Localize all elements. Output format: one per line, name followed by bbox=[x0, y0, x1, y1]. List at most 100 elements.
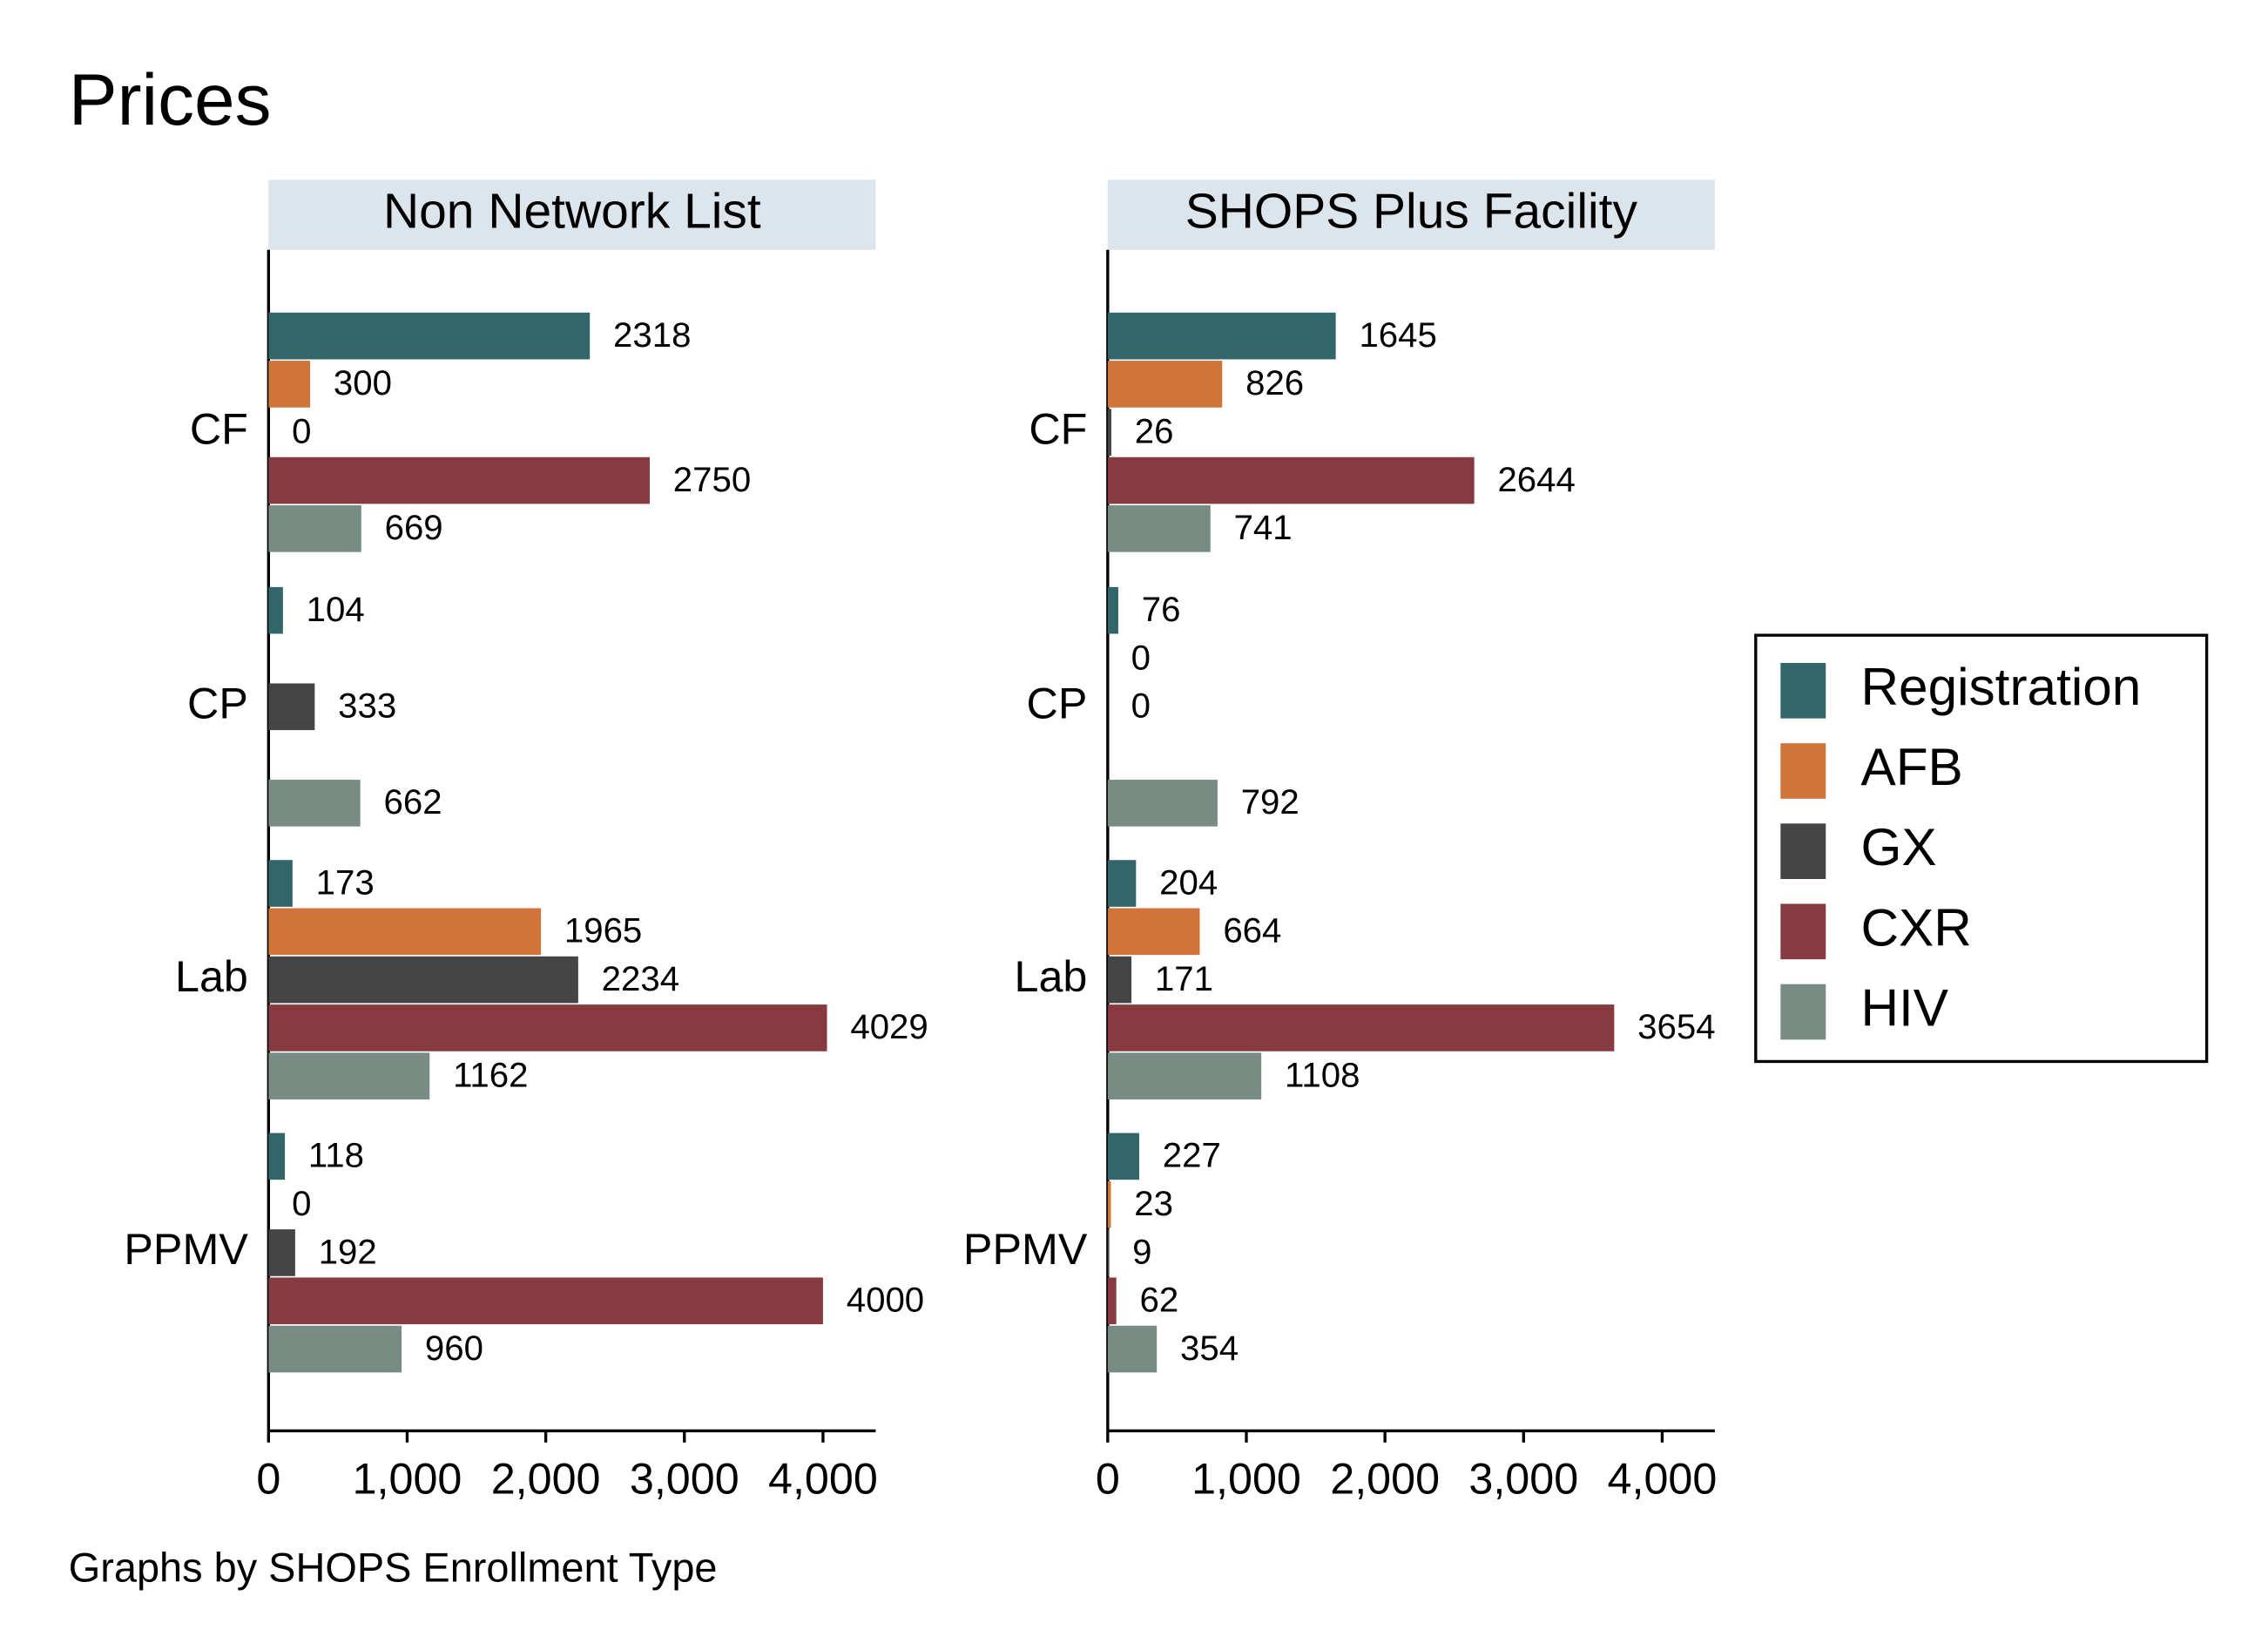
bar bbox=[268, 780, 361, 827]
y-tick-label: CP bbox=[1027, 679, 1088, 728]
value-label: 960 bbox=[425, 1329, 483, 1368]
bar bbox=[1107, 860, 1137, 907]
legend-swatch bbox=[1780, 663, 1826, 719]
value-label: 662 bbox=[383, 782, 442, 822]
bar bbox=[268, 860, 293, 907]
value-label: 4000 bbox=[847, 1281, 924, 1320]
legend-label: CXR bbox=[1860, 897, 1971, 957]
bar bbox=[1107, 908, 1200, 956]
y-tick-label: PPMV bbox=[963, 1224, 1088, 1274]
bar bbox=[268, 361, 311, 408]
value-label: 741 bbox=[1234, 508, 1293, 547]
y-tick-label: Lab bbox=[175, 951, 248, 1001]
legend-label: GX bbox=[1860, 817, 1936, 876]
panel-title: Non Network List bbox=[383, 184, 761, 240]
value-label: 792 bbox=[1241, 782, 1299, 822]
value-label: 4029 bbox=[850, 1007, 928, 1046]
value-label: 0 bbox=[1131, 686, 1151, 726]
value-label: 333 bbox=[338, 686, 396, 726]
value-label: 227 bbox=[1163, 1136, 1221, 1175]
value-label: 0 bbox=[1131, 638, 1151, 677]
x-tick-label: 2,000 bbox=[1330, 1453, 1440, 1503]
value-label: 2234 bbox=[602, 959, 679, 998]
value-label: 2644 bbox=[1497, 460, 1575, 499]
bar bbox=[1107, 1277, 1117, 1325]
bar bbox=[1107, 409, 1111, 456]
x-tick-label: 2,000 bbox=[491, 1453, 601, 1503]
bar bbox=[1107, 1229, 1110, 1276]
legend-swatch bbox=[1780, 823, 1826, 879]
value-label: 1162 bbox=[453, 1056, 528, 1095]
value-label: 173 bbox=[316, 862, 375, 902]
value-label: 669 bbox=[385, 508, 443, 547]
bar bbox=[1107, 586, 1118, 634]
x-tick-label: 3,000 bbox=[1468, 1453, 1578, 1503]
y-tick-label: CF bbox=[190, 404, 248, 454]
bar bbox=[1107, 1133, 1139, 1180]
legend-swatch bbox=[1780, 743, 1826, 799]
value-label: 204 bbox=[1159, 862, 1218, 902]
bar bbox=[268, 1277, 823, 1325]
bar bbox=[1107, 1325, 1158, 1373]
bar bbox=[268, 908, 542, 956]
value-label: 76 bbox=[1142, 590, 1181, 629]
value-label: 62 bbox=[1140, 1281, 1179, 1320]
bar bbox=[1107, 956, 1132, 1004]
value-label: 1108 bbox=[1285, 1056, 1360, 1095]
value-label: 9 bbox=[1132, 1232, 1151, 1271]
bar bbox=[268, 1325, 402, 1373]
value-label: 0 bbox=[292, 412, 311, 451]
value-label: 192 bbox=[319, 1232, 377, 1271]
panel-header bbox=[268, 179, 876, 250]
bar bbox=[268, 505, 361, 552]
bar bbox=[1107, 1052, 1262, 1100]
value-label: 300 bbox=[334, 363, 392, 402]
legend-label: Registration bbox=[1860, 657, 2141, 716]
legend-label: HIV bbox=[1860, 977, 1948, 1037]
bar bbox=[268, 586, 283, 634]
x-tick-label: 1,000 bbox=[1191, 1453, 1301, 1503]
x-tick-label: 4,000 bbox=[1608, 1453, 1718, 1503]
bar bbox=[268, 456, 650, 504]
legend-swatch bbox=[1780, 903, 1826, 960]
y-tick-label: Lab bbox=[1015, 951, 1088, 1001]
bar bbox=[1107, 1004, 1615, 1052]
bar bbox=[1107, 361, 1223, 408]
legend-label: AFB bbox=[1860, 737, 1962, 796]
bar bbox=[1107, 505, 1211, 552]
value-label: 104 bbox=[307, 590, 365, 629]
bar bbox=[268, 1004, 827, 1052]
value-label: 1965 bbox=[564, 911, 642, 950]
bar bbox=[268, 1052, 430, 1100]
value-label: 664 bbox=[1223, 911, 1281, 950]
y-tick-label: CF bbox=[1029, 404, 1087, 454]
bar bbox=[1107, 312, 1336, 360]
bar bbox=[268, 312, 591, 360]
x-tick-label: 0 bbox=[256, 1453, 280, 1503]
x-tick-label: 3,000 bbox=[630, 1453, 739, 1503]
value-label: 354 bbox=[1180, 1329, 1239, 1368]
bar bbox=[268, 1229, 295, 1276]
panel-title: SHOPS Plus Facility bbox=[1185, 184, 1638, 240]
bar bbox=[1107, 456, 1475, 504]
value-label: 26 bbox=[1135, 412, 1174, 451]
legend-swatch bbox=[1780, 984, 1826, 1040]
y-tick-label: CP bbox=[187, 679, 248, 728]
note: Graphs by SHOPS Enrollment Type bbox=[69, 1545, 718, 1591]
bar bbox=[1107, 1180, 1111, 1228]
value-label: 118 bbox=[308, 1136, 364, 1175]
value-label: 3654 bbox=[1637, 1007, 1715, 1046]
panel-header bbox=[1107, 179, 1715, 250]
x-tick-label: 1,000 bbox=[353, 1453, 462, 1503]
value-label: 0 bbox=[292, 1184, 311, 1223]
bar bbox=[1107, 780, 1218, 827]
value-label: 826 bbox=[1245, 363, 1304, 402]
value-label: 1645 bbox=[1359, 315, 1436, 355]
x-tick-label: 0 bbox=[1096, 1453, 1120, 1503]
bar bbox=[268, 683, 315, 731]
value-label: 23 bbox=[1134, 1184, 1173, 1223]
bar bbox=[268, 956, 578, 1004]
y-tick-label: PPMV bbox=[124, 1224, 248, 1274]
value-label: 2318 bbox=[613, 315, 691, 355]
